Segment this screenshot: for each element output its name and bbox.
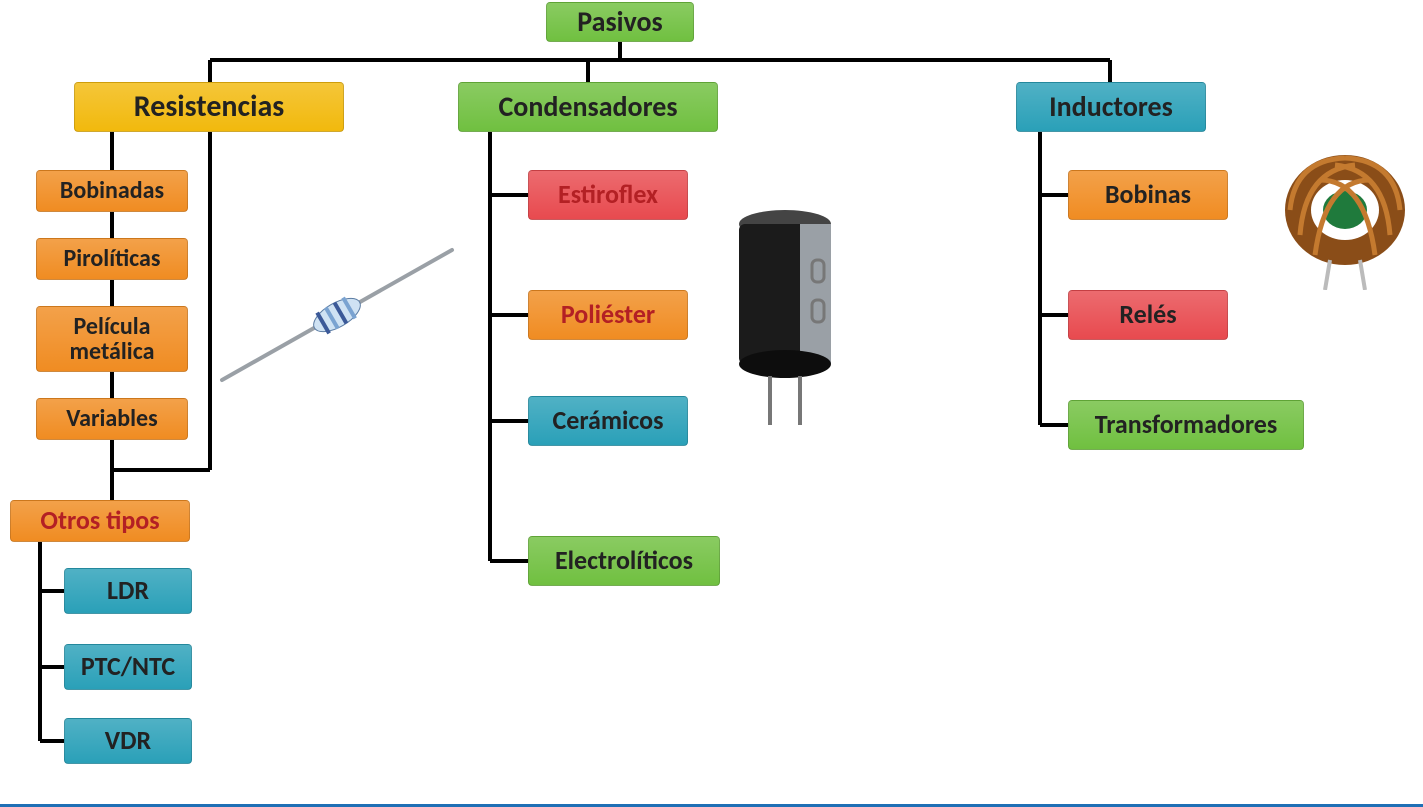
node-condensadores: Condensadores (458, 82, 718, 132)
node-resistencias: Resistencias (74, 82, 344, 132)
node-bobinadas: Bobinadas (36, 170, 188, 212)
node-root: Pasivos (546, 2, 694, 42)
node-vdr: VDR (64, 718, 192, 764)
node-ptcntc: PTC/NTC (64, 644, 192, 690)
node-poliester: Poliéster (528, 290, 688, 340)
node-ceramicos: Cerámicos (528, 396, 688, 446)
resistor-image (212, 230, 462, 400)
node-transformadores: Transformadores (1068, 400, 1304, 450)
node-pelicula: Película metálica (36, 306, 188, 372)
inductor-image (1270, 140, 1420, 290)
node-inductores: Inductores (1016, 82, 1206, 132)
node-bobinas: Bobinas (1068, 170, 1228, 220)
capacitor-image (730, 200, 860, 430)
node-electroliticos: Electrolíticos (528, 536, 720, 586)
node-ldr: LDR (64, 568, 192, 614)
node-variables: Variables (36, 398, 188, 440)
node-estiroflex: Estiroflex (528, 170, 688, 220)
node-reles: Relés (1068, 290, 1228, 340)
node-otros-tipos: Otros tipos (10, 500, 190, 542)
node-piroliticas: Pirolíticas (36, 238, 188, 280)
